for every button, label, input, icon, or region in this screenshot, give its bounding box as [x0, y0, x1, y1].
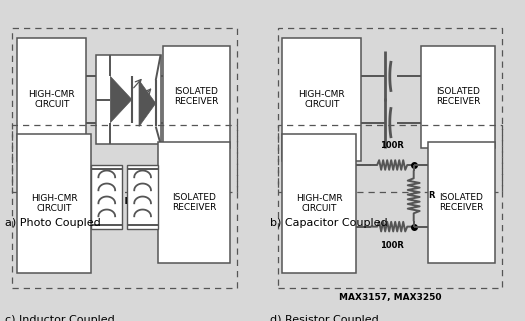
Bar — [282, 38, 361, 161]
Text: HIGH-CMR
CIRCUIT: HIGH-CMR CIRCUIT — [296, 194, 343, 213]
Text: ISOLATED
RECEIVER: ISOLATED RECEIVER — [439, 193, 484, 212]
Text: 100R: 100R — [380, 241, 404, 250]
Text: R: R — [428, 191, 435, 200]
Text: ISOLATED
RECEIVER: ISOLATED RECEIVER — [436, 87, 480, 106]
Bar — [91, 165, 122, 229]
Bar — [13, 125, 237, 288]
Bar — [17, 134, 91, 273]
Text: 100R: 100R — [380, 141, 404, 150]
Text: ISOLATED
RECEIVER: ISOLATED RECEIVER — [172, 193, 216, 212]
Bar — [428, 142, 495, 263]
Text: ISOLATED
RECEIVER: ISOLATED RECEIVER — [174, 87, 218, 106]
Bar — [163, 46, 230, 148]
Text: MAX1480, MAX1480E: MAX1480, MAX1480E — [70, 197, 179, 206]
Bar — [278, 28, 502, 192]
Bar — [13, 28, 237, 192]
Text: a) Photo Coupled: a) Photo Coupled — [5, 218, 101, 228]
Polygon shape — [110, 76, 132, 123]
Bar — [282, 134, 356, 273]
Bar — [96, 55, 161, 144]
Bar — [17, 38, 87, 161]
Polygon shape — [139, 80, 156, 126]
Text: HIGH-CMR
CIRCUIT: HIGH-CMR CIRCUIT — [298, 90, 345, 109]
Text: MAX3157, MAX3250: MAX3157, MAX3250 — [339, 293, 441, 302]
Bar — [127, 165, 158, 229]
Bar — [421, 46, 495, 148]
Bar — [278, 125, 502, 288]
Text: c) Inductor Coupled: c) Inductor Coupled — [5, 315, 115, 321]
Bar — [158, 142, 230, 263]
Text: HIGH-CMR
CIRCUIT: HIGH-CMR CIRCUIT — [28, 90, 75, 109]
Text: HIGH-CMR
CIRCUIT: HIGH-CMR CIRCUIT — [31, 194, 78, 213]
Text: b) Capacitor Coupled: b) Capacitor Coupled — [270, 218, 388, 228]
Text: d) Resistor Coupled: d) Resistor Coupled — [270, 315, 379, 321]
